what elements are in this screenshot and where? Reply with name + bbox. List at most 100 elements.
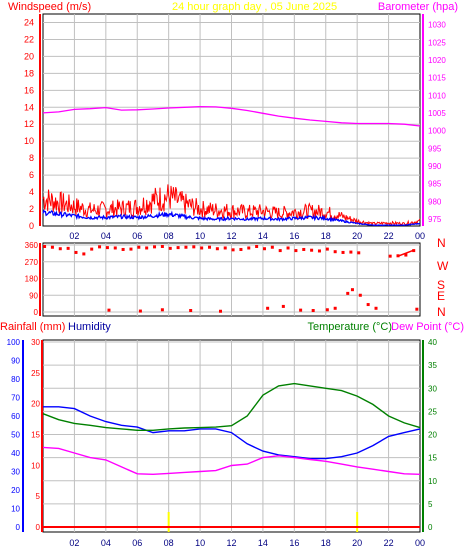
wind-dir-point <box>107 308 111 312</box>
windspeed-tick-label: 14 <box>24 102 34 112</box>
humidity-axis-label: Humidity <box>68 321 111 333</box>
wind-dir-point <box>299 308 303 312</box>
wind-dir-point <box>82 252 86 256</box>
barometer-tick-label: 995 <box>428 144 442 153</box>
low-x-tick-label: 06 <box>132 538 142 548</box>
barometer-tick-label: 1005 <box>428 109 446 118</box>
windspeed-tick-label: 12 <box>24 119 34 129</box>
windspeed-axis-label: Windspeed (m/s) <box>8 1 91 13</box>
low-x-tick-label: 14 <box>258 538 268 548</box>
humidity-line <box>43 406 421 460</box>
humidity-tick-label: 90 <box>11 357 20 366</box>
top-x-tick-label: 14 <box>258 231 268 241</box>
humidity-tick-label: 60 <box>11 412 20 421</box>
wind-dir-point <box>138 309 142 313</box>
wind-dir-point <box>219 309 223 313</box>
windspeed-tick-label: 20 <box>24 51 34 61</box>
humidity-tick-label: 20 <box>11 486 20 495</box>
barometer-tick-label: 1025 <box>428 38 446 47</box>
wind-dir-point <box>311 309 315 313</box>
top-x-tick-label: 10 <box>195 231 205 241</box>
barometer-tick-label: 1015 <box>428 74 446 83</box>
rainfall-tick-label: 15 <box>31 431 40 440</box>
wind-dir-point <box>153 245 157 249</box>
top-x-tick-label: 08 <box>164 231 174 241</box>
wind-dir-point <box>415 307 419 311</box>
wind-dir-point <box>145 246 149 250</box>
wind-dir-point <box>404 253 408 257</box>
humidity-tick-label: 100 <box>7 338 21 347</box>
windspeed-tick-label: 2 <box>29 204 34 214</box>
barometer-tick-label: 975 <box>428 215 442 224</box>
temperature-tick-label: 30 <box>428 384 437 393</box>
wind-dir-tick-label: 360 <box>25 241 39 250</box>
wind-dir-point <box>208 245 212 249</box>
wind-direction-panel: 0 90 180 270 360 <box>25 241 421 317</box>
wind-dir-label-s: S <box>437 278 445 292</box>
barometer-tick-label: 1010 <box>428 91 446 100</box>
wind-dir-tick-label: 180 <box>25 275 39 284</box>
temperature-axis-label: Temperature (°C) <box>308 321 392 333</box>
wind-dir-point <box>113 246 117 250</box>
dew-point-axis-label: Dew Point (°C) <box>391 321 464 333</box>
humidity-tick-label: 30 <box>11 468 20 477</box>
wind-dir-point <box>105 246 109 250</box>
wind-dir-label-n-bottom: N <box>437 305 446 319</box>
wind-dir-point <box>50 245 54 249</box>
windspeed-tick-label: 24 <box>24 17 34 27</box>
wind-dir-point <box>366 303 370 307</box>
wind-dir-point <box>266 306 270 310</box>
windspeed-tick-label: 6 <box>29 170 34 180</box>
wind-dir-point <box>374 306 378 310</box>
wind-dir-point <box>270 245 274 249</box>
wind-dir-point <box>192 245 196 249</box>
windspeed-tick-label: 10 <box>24 136 34 146</box>
humidity-tick-label: 80 <box>11 375 20 384</box>
low-x-tick-label: 22 <box>384 538 394 548</box>
wind-dir-point <box>350 288 354 292</box>
wind-dir-point <box>160 308 164 312</box>
barometer-tick-label: 980 <box>428 197 442 206</box>
windspeed-tick-label: 8 <box>29 153 34 163</box>
windspeed-tick-label: 16 <box>24 85 34 95</box>
wind-dir-point <box>43 244 47 248</box>
wind-dir-point <box>137 245 141 249</box>
wind-dir-point <box>388 254 392 258</box>
barometer-axis-label: Barometer (hpa) <box>378 1 458 13</box>
top-x-tick-label: 02 <box>69 231 79 241</box>
temperature-tick-label: 10 <box>428 477 437 486</box>
wind-dir-point <box>302 247 306 251</box>
wind-dir-point <box>66 246 70 250</box>
wind-dir-point <box>341 250 345 254</box>
top-x-tick-label: 16 <box>289 231 299 241</box>
wind-dir-point <box>357 251 361 255</box>
windspeed-tick-label: 18 <box>24 68 34 78</box>
windspeed-tick-label: 22 <box>24 34 34 44</box>
humidity-tick-label: 0 <box>16 523 21 532</box>
wind-dir-point <box>98 245 102 249</box>
wind-dir-point <box>325 308 329 312</box>
wind-dir-tick-label: 90 <box>29 291 38 300</box>
wind-dir-point <box>189 309 193 313</box>
dew-point-line <box>42 446 421 476</box>
barometer-tick-label: 990 <box>428 162 442 171</box>
humidity-tick-label: 40 <box>11 449 20 458</box>
rainfall-tick-label: 30 <box>31 338 40 347</box>
temp-humidity-panel: 0510152025303540010203040506070809010005… <box>7 338 438 548</box>
barometer-tick-label: 1000 <box>428 127 446 136</box>
low-x-tick-label: 12 <box>226 538 236 548</box>
barometer-line <box>42 105 421 127</box>
rainfall-tick-label: 0 <box>36 523 41 532</box>
wind-dir-label-n-top: N <box>437 236 446 250</box>
rainfall-tick-label: 10 <box>31 461 40 470</box>
low-x-tick-label: 16 <box>289 538 299 548</box>
barometer-tick-label: 985 <box>428 180 442 189</box>
barometer-tick-label: 1020 <box>428 56 446 65</box>
low-x-tick-label: 02 <box>69 538 79 548</box>
wind-dir-point <box>255 244 259 248</box>
wind-dir-point <box>294 249 298 253</box>
wind-dir-point <box>278 249 282 253</box>
wind-dir-segment <box>397 249 414 257</box>
top-x-tick-label: 12 <box>226 231 236 241</box>
